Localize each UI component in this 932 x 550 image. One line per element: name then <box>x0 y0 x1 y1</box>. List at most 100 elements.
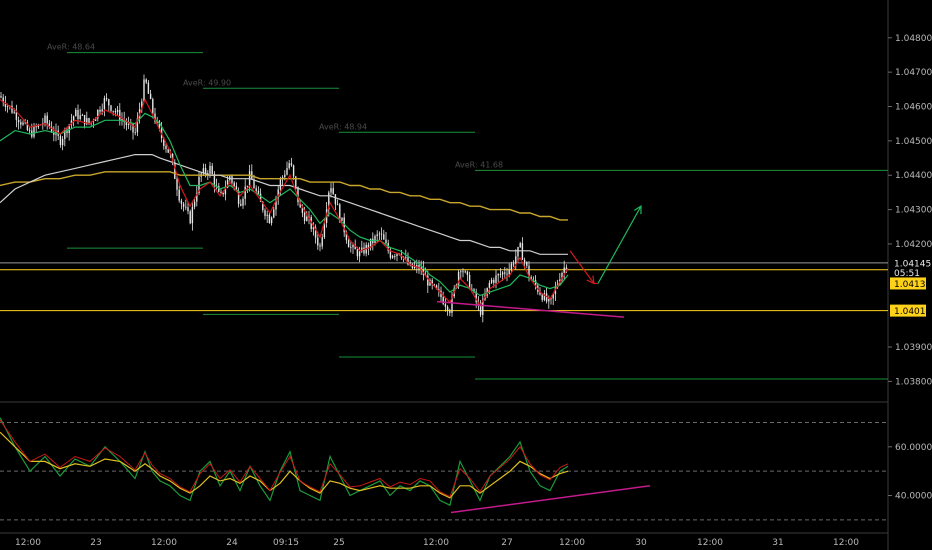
candle-body <box>237 191 240 205</box>
candle-body <box>543 293 546 300</box>
arrow-shaft-0[interactable] <box>569 250 595 284</box>
candle-body <box>48 123 51 127</box>
time-tick-label: 12:00 <box>833 538 859 548</box>
candle-body <box>479 305 482 315</box>
candle-body <box>284 174 286 178</box>
candle-body <box>273 209 275 218</box>
price-tick-label: 1.04600 <box>895 103 932 113</box>
candle-body <box>13 111 15 113</box>
candle-body <box>46 115 48 124</box>
candle-body <box>306 216 308 221</box>
candle-body <box>213 174 216 186</box>
price-tag-2 <box>890 277 926 290</box>
candle-body <box>515 256 517 264</box>
aver-label-0: AveR: 48.64 <box>47 43 95 52</box>
candle-body <box>94 118 97 122</box>
candle-body <box>163 138 165 147</box>
candle-body <box>235 186 238 192</box>
candle-body <box>352 244 354 248</box>
candle-body <box>438 288 440 291</box>
candle-body <box>504 272 506 274</box>
candle-body <box>391 256 394 258</box>
price-tick-label: 1.03800 <box>895 377 932 387</box>
candle-body <box>552 294 554 299</box>
candle-body <box>75 109 77 117</box>
candle-body <box>119 109 121 121</box>
candle-body <box>53 132 55 135</box>
candle-body <box>20 122 22 125</box>
candle-body <box>380 233 383 235</box>
candle-body <box>383 234 385 240</box>
candle-body <box>64 129 66 140</box>
time-tick-label: 09:15 <box>273 538 299 548</box>
time-tick-label: 12:00 <box>559 538 585 548</box>
candle-body <box>345 232 348 241</box>
candle-body <box>449 311 451 313</box>
candle-body <box>288 163 290 169</box>
candle-body <box>275 198 277 210</box>
candle-body <box>224 187 227 195</box>
candle-body <box>86 118 88 125</box>
candle-body <box>244 186 246 199</box>
candle-body <box>528 265 530 278</box>
candle-body <box>207 173 209 174</box>
candle-body <box>103 98 106 110</box>
price-tag-label-2: 1.04135 <box>894 280 931 290</box>
candle-body <box>292 165 295 177</box>
candle-body <box>378 233 381 235</box>
time-tick-label: 12:00 <box>697 538 723 548</box>
candle-body <box>427 275 429 286</box>
candle-body <box>262 201 264 211</box>
candle-body <box>420 267 422 270</box>
price-tick-label: 1.04400 <box>895 171 932 181</box>
candle-body <box>517 247 519 257</box>
candle-body <box>433 284 436 286</box>
candle-body <box>105 98 108 100</box>
candle-body <box>187 207 189 212</box>
candle-body <box>413 266 416 269</box>
series-line-ma_mid <box>0 112 569 297</box>
trend-lines[interactable] <box>436 300 651 514</box>
candle-body <box>202 168 205 174</box>
oscillator-pane <box>0 417 888 521</box>
candle-body <box>539 291 541 295</box>
candle-body <box>0 96 2 98</box>
candle-body <box>523 259 526 262</box>
series-line-ma_slow <box>0 154 568 255</box>
time-axis[interactable]: 12:00 23 12:00 24 09:15 25 12:00 27 12:00 30 12:00… <box>15 538 859 548</box>
candle-body <box>204 168 207 174</box>
arrow-shaft-1[interactable] <box>597 205 642 284</box>
candle-body <box>361 247 363 252</box>
series-line-ma_long <box>0 171 568 221</box>
price-tag-label-0: 1.04145 <box>894 259 931 269</box>
candle-body <box>83 115 86 125</box>
candle-body <box>4 102 7 107</box>
candle-body <box>191 206 194 224</box>
trend-line-osc[interactable] <box>450 485 651 514</box>
candle-body <box>488 282 491 288</box>
candle-body <box>468 274 471 289</box>
candle-body <box>548 299 550 302</box>
candle-body <box>182 203 185 207</box>
candle-body <box>299 202 301 208</box>
aver-label-1: AveR: 49.90 <box>183 78 231 87</box>
candle-body <box>321 237 323 247</box>
candle-body <box>11 105 13 113</box>
candle-body <box>561 272 563 280</box>
trend-line-price[interactable] <box>436 300 625 318</box>
candle-body <box>167 148 169 153</box>
price-axis[interactable]: 1.04800 1.04700 1.04600 1.04500 1.04400 1.043… <box>888 34 932 388</box>
candle-body <box>358 251 361 257</box>
price-tag-1 <box>890 266 926 279</box>
candle-body <box>295 176 297 187</box>
candle-body <box>460 271 462 273</box>
arrow-head-1[interactable] <box>633 205 642 215</box>
projection-arrows[interactable] <box>569 205 642 285</box>
candle-body <box>394 256 396 257</box>
candle-body <box>33 126 35 137</box>
price-tag-3 <box>890 304 926 317</box>
time-tick-label: 27 <box>501 538 512 548</box>
candle-body <box>226 179 229 188</box>
candle-body <box>565 267 568 269</box>
